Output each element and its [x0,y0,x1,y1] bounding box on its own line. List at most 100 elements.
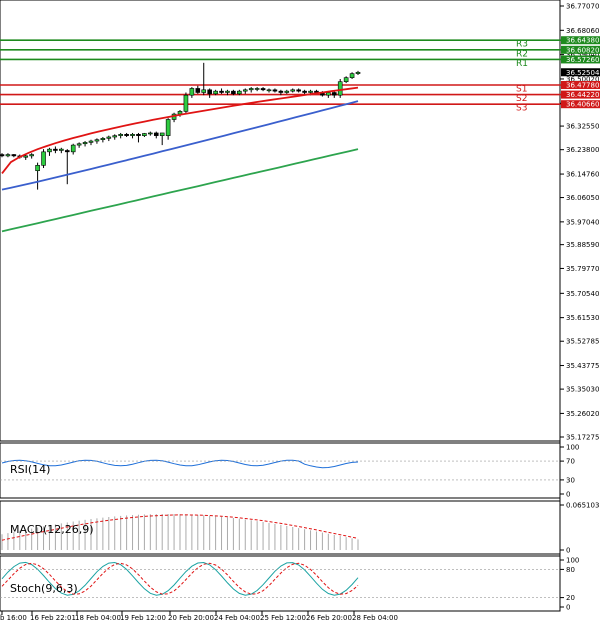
level-value-r1: 36.57260 [566,56,599,64]
candle-body [76,143,82,146]
candle-body [326,92,331,96]
level-value-s1: 36.47780 [566,82,599,90]
candle-body [195,88,201,93]
candle-body [0,154,5,157]
level-tag-s1 [561,81,600,90]
price-tick-label: 36.32550 [566,123,599,131]
level-name-s2: S2 [516,94,527,104]
candle-body [70,144,76,153]
price-tick-label: 36.14760 [566,171,599,179]
candle-body [23,155,29,158]
candle-body [106,136,112,139]
indicator-tick-label: 0 [566,547,570,555]
indicator-tick-label: 0 [566,491,570,499]
time-tick-label: 19 Feb 12:00 [120,614,166,622]
candle-body [302,90,307,93]
level-name-s1: S1 [516,85,527,95]
level-name-r2: R2 [516,49,528,59]
stoch-panel [0,555,561,612]
time-tick-label: 24 Feb 04:00 [214,614,260,622]
candle-body [88,140,94,143]
candle-body [35,165,40,172]
indicator-tick-label: 20 [566,594,575,602]
candle-body [308,90,313,93]
candle-body [82,142,88,145]
price-tick-label: 36.68060 [566,27,599,35]
candle-body [349,73,355,78]
candle-body [148,132,153,135]
moving-average-1 [1,100,359,191]
macd-title: MACD(12,26,9) [10,523,94,536]
price-tick-label: 35.43775 [566,362,599,370]
candle-body [207,89,212,95]
level-tag-s3 [561,100,600,109]
rsi-title: RSI(14) [10,463,50,476]
stoch-title: Stoch(9,6,3) [10,582,78,595]
price-tick-label: 36.59040 [566,51,599,59]
level-tag-r3 [561,36,600,45]
price-tick-label: 36.50020 [566,75,599,83]
candle-body [183,94,189,112]
level-name-r3: R3 [516,40,528,50]
level-tag-r2 [561,45,600,54]
main-plot-frame [0,0,561,442]
rsi-panel [0,442,561,499]
time-tick-label: 18 Feb 04:00 [75,614,121,622]
level-value-r3: 36.64380 [566,37,599,45]
rsi-axis: 100 70 30 0 [560,444,579,499]
indicator-tick-label: 0 [566,604,570,612]
candle-body [201,89,207,93]
candle-body [225,90,230,93]
rsi-line [1,459,359,469]
candle-body [159,132,165,136]
candle-body [64,150,70,153]
indicator-tick-label: 100 [566,557,579,565]
candle-body [153,132,159,136]
candle-body [266,89,272,92]
level-value-s3: 36.40660 [566,101,599,109]
candle-body [272,89,278,92]
candle-body [219,90,224,93]
macd-signal-line [1,514,359,541]
stoch-k-line [1,561,359,596]
candle-body [124,134,129,136]
candle-body [118,134,123,136]
price-tick-label: 36.77070 [566,3,599,11]
candle-body [165,119,171,136]
time-axis: b 16:00 16 Feb 22:01 18 Feb 04:00 19 Feb 12… [0,611,398,622]
indicator-tick-label: 0.065103 [566,502,599,510]
level-tag-s2 [561,90,600,99]
price-tick-label: 36.23800 [566,146,599,154]
level-tag-r1 [561,55,600,64]
price-tick-label: 35.52785 [566,338,599,346]
price-tick-label: 35.61530 [566,314,599,322]
price-tick-label: 35.70540 [566,290,599,298]
price-tick-label: 35.26020 [566,410,599,418]
time-tick-label: 20 Feb 20:00 [168,614,214,622]
candle-body [290,89,296,92]
candle-body [296,89,301,92]
time-tick-label: 28 Feb 04:00 [352,614,398,622]
candle-body [41,151,46,166]
candle-body [100,138,106,141]
candle-body [242,89,248,92]
candle-body [213,90,218,95]
moving-average-0 [1,86,359,174]
stoch-d-line [1,562,359,595]
price-tick-label: 35.17275 [566,434,599,442]
indicator-tick-label: 70 [566,458,575,466]
candle-body [142,133,147,136]
candle-body [59,148,64,151]
indicator-tick-label: 100 [566,444,579,452]
macd-plot [1,514,359,550]
candle-body [29,154,34,157]
candle-body [248,88,254,91]
price-axis: 36.7707036.6806036.5904036.5002036.41010… [560,3,600,442]
level-name-s3: S3 [516,104,527,114]
price-tick-label: 35.88590 [566,241,599,249]
candle-body [5,154,11,157]
level-value-r2: 36.60820 [566,46,599,54]
